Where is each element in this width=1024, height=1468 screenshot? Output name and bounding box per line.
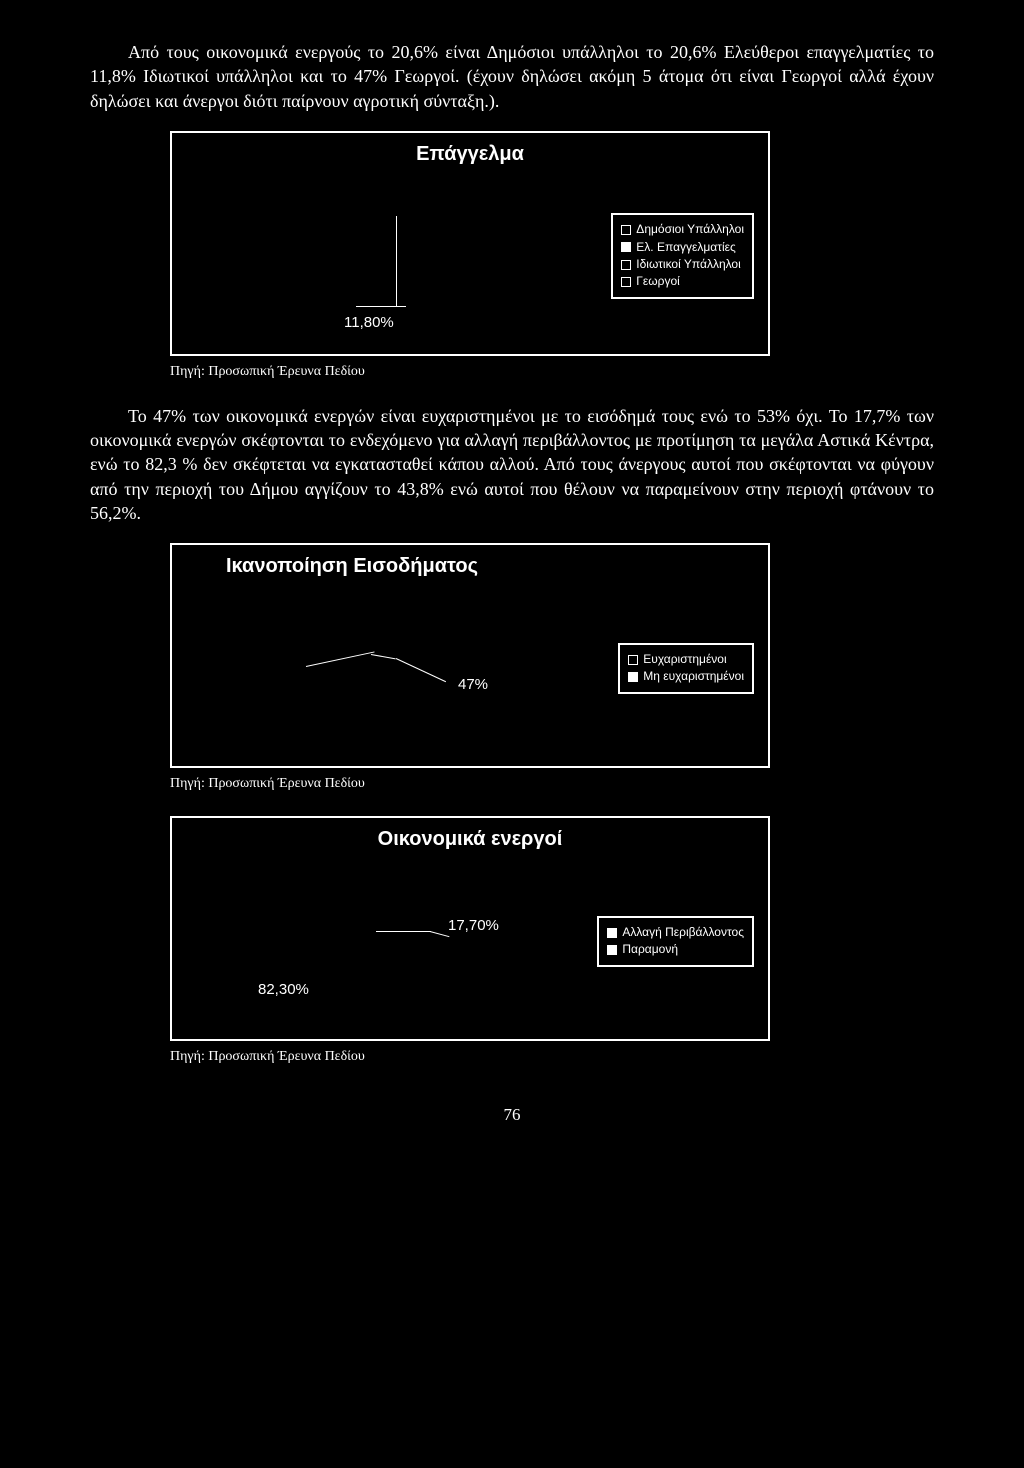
legend-text: Ευχαριστημένοι (643, 651, 726, 668)
legend-item: Παραμονή (607, 941, 744, 958)
chart3-body: 17,70% 82,30% Αλλαγή Περιβάλλοντος Παραμ… (186, 861, 754, 1021)
chart1-body: 11,80% Δημόσιοι Υπάλληλοι Ελ. Επαγγελματ… (186, 176, 754, 336)
chart-income-satisfaction: Ικανοποίηση Εισοδήματος 47% Ευχαριστημέν… (170, 543, 770, 768)
legend-marker-icon (628, 672, 638, 682)
legend-item: Ελ. Επαγγελματίες (621, 239, 744, 256)
legend-text: Γεωργοί (636, 273, 680, 290)
paragraph-1: Από τους οικονομικά ενεργούς το 20,6% εί… (90, 40, 934, 113)
legend-marker-icon (628, 655, 638, 665)
chart1-title: Επάγγελμα (186, 143, 754, 166)
legend-marker-icon (607, 945, 617, 955)
legend-text: Παραμονή (622, 941, 678, 958)
chart3-legend: Αλλαγή Περιβάλλοντος Παραμονή (597, 916, 754, 967)
chart2-leader-1b (371, 654, 396, 659)
legend-item: Ιδιωτικοί Υπάλληλοι (621, 256, 744, 273)
chart1-leader (356, 306, 406, 307)
chart1-legend: Δημόσιοι Υπάλληλοι Ελ. Επαγγελματίες Ιδι… (611, 213, 754, 299)
chart3-label-2: 82,30% (258, 981, 309, 998)
legend-item: Γεωργοί (621, 273, 744, 290)
chart2-leader-2 (396, 658, 446, 682)
legend-item: Μη ευχαριστημένοι (628, 668, 744, 685)
legend-text: Αλλαγή Περιβάλλοντος (622, 924, 744, 941)
chart-economically-active: Οικονομικά ενεργοί 17,70% 82,30% Αλλαγή … (170, 816, 770, 1041)
legend-item: Ευχαριστημένοι (628, 651, 744, 668)
chart3-title: Οικονομικά ενεργοί (186, 828, 754, 851)
legend-marker-icon (621, 260, 631, 270)
legend-text: Ελ. Επαγγελματίες (636, 239, 735, 256)
legend-text: Μη ευχαριστημένοι (643, 668, 744, 685)
legend-marker-icon (607, 928, 617, 938)
legend-item: Αλλαγή Περιβάλλοντος (607, 924, 744, 941)
chart-profession: Επάγγελμα 11,80% Δημόσιοι Υπάλληλοι Ελ. … (170, 131, 770, 356)
chart2-pie-area: 47% (186, 588, 600, 748)
chart3-leader-1 (376, 931, 431, 932)
chart3-label-1: 17,70% (448, 917, 499, 934)
chart3-source: Πηγή: Προσωπική Έρευνα Πεδίου (170, 1049, 934, 1065)
chart2-source: Πηγή: Προσωπική Έρευνα Πεδίου (170, 776, 934, 792)
chart3-leader-1b (430, 931, 450, 937)
legend-marker-icon (621, 242, 631, 252)
chart1-pie-area: 11,80% (186, 176, 593, 336)
chart2-leader-1 (306, 652, 375, 668)
chart1-line (396, 216, 397, 306)
legend-marker-icon (621, 225, 631, 235)
paragraph-2: Το 47% των οικονομικά ενεργών είναι ευχα… (90, 404, 934, 525)
page-number: 76 (90, 1105, 934, 1125)
chart2-title: Ικανοποίηση Εισοδήματος (226, 555, 754, 578)
chart3-pie-area: 17,70% 82,30% (186, 861, 579, 1021)
legend-text: Ιδιωτικοί Υπάλληλοι (636, 256, 740, 273)
legend-text: Δημόσιοι Υπάλληλοι (636, 221, 744, 238)
legend-marker-icon (621, 277, 631, 287)
chart2-legend: Ευχαριστημένοι Μη ευχαριστημένοι (618, 643, 754, 694)
chart1-label-1: 11,80% (344, 314, 394, 331)
chart1-source: Πηγή: Προσωπική Έρευνα Πεδίου (170, 364, 934, 380)
chart2-label-1: 47% (458, 676, 488, 693)
chart2-body: 47% Ευχαριστημένοι Μη ευχαριστημένοι (186, 588, 754, 748)
legend-item: Δημόσιοι Υπάλληλοι (621, 221, 744, 238)
